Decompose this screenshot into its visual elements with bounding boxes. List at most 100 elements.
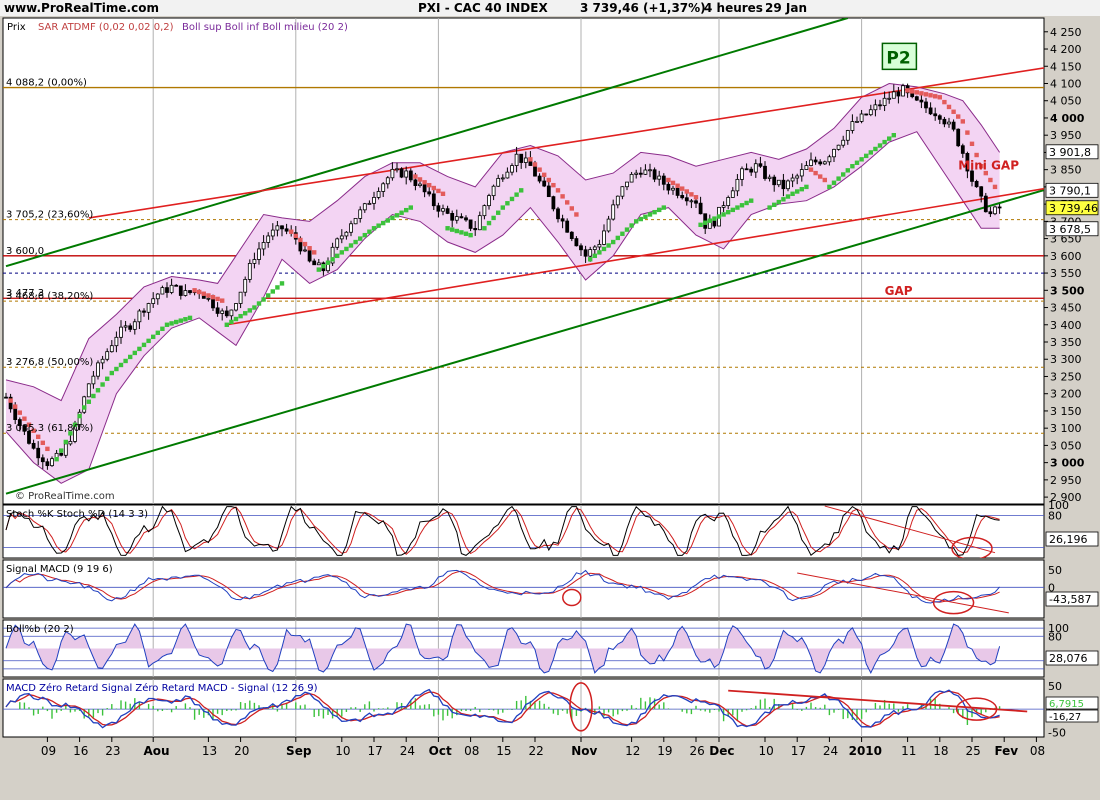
candlestick: [224, 306, 229, 318]
candlestick: [767, 174, 772, 182]
sar-red-dot: [542, 172, 547, 178]
sar-green-dot: [592, 253, 597, 259]
candlestick: [749, 166, 754, 176]
candle-body: [643, 169, 648, 175]
sar-green-dot: [390, 215, 395, 221]
candle-body: [128, 325, 133, 330]
candle-body: [142, 310, 146, 313]
candlestick: [362, 202, 367, 213]
sar-green-dot: [468, 232, 473, 238]
level-label: 4 088,2 (0,00%): [6, 78, 87, 89]
candlestick: [634, 169, 639, 179]
candle-body: [206, 297, 211, 300]
y-tick-label: 4 150: [1050, 60, 1082, 73]
candle-body: [188, 290, 192, 294]
candle-body: [896, 91, 901, 97]
value-badge-text: 3 678,5: [1049, 223, 1091, 236]
stoch-k-line: [5, 505, 1000, 556]
axes-layer: 2 900 2 950 3 000 3 050 3 100 3 150 3 200 3 250…: [41, 26, 1099, 758]
oscillator-title: Boll%b (20 2): [6, 624, 74, 635]
candle-body: [4, 396, 8, 399]
candlestick: [519, 153, 524, 169]
sar-green-dot: [91, 393, 96, 399]
candle-body: [413, 179, 418, 186]
candle-body: [845, 130, 850, 141]
sar-red-dot: [422, 180, 427, 185]
stoch-d-line: [5, 506, 1000, 556]
oscillator-title: Signal MACD (9 19 6): [6, 564, 113, 575]
candle-body: [31, 442, 36, 449]
candle-body: [510, 165, 514, 173]
y-tick-label: 2 900: [1050, 491, 1082, 504]
candle-body: [790, 177, 795, 182]
x-tick-label: 24: [823, 744, 838, 758]
candlestick: [845, 129, 850, 145]
oscillator-y-label: 0: [1048, 581, 1055, 594]
candlestick: [891, 84, 896, 99]
candle-body: [560, 218, 565, 222]
sar-green-dot: [450, 227, 455, 232]
site-name[interactable]: www.ProRealTime.com: [4, 1, 159, 15]
sar-green-dot: [128, 354, 133, 360]
candle-body: [786, 180, 790, 190]
sar-red-dot: [560, 194, 565, 199]
sar-red-dot: [675, 183, 680, 188]
candlestick: [473, 221, 478, 236]
candlestick: [652, 167, 657, 183]
candle-body: [574, 238, 579, 247]
y-tick-label: 3 050: [1050, 439, 1082, 452]
sar-red-dot: [951, 109, 956, 114]
sar-green-dot: [652, 209, 657, 215]
candlestick: [431, 189, 436, 211]
candle-body: [238, 291, 243, 304]
sar-red-dot: [431, 185, 436, 191]
sar-red-dot: [17, 410, 22, 415]
candlestick: [68, 434, 73, 446]
candle-body: [928, 107, 933, 115]
highlight-circle: [562, 588, 582, 607]
candlestick: [119, 320, 123, 344]
candle-body: [799, 169, 804, 177]
candle-body: [427, 191, 432, 195]
candlestick: [330, 242, 335, 267]
sar-green-dot: [643, 214, 648, 219]
candlestick: [565, 218, 570, 233]
sar-green-dot: [496, 210, 501, 215]
sar-green-dot: [509, 196, 515, 202]
highlight-circle: [932, 590, 975, 615]
sar-green-dot: [178, 318, 183, 323]
oscillator-value-text: 26,196: [1049, 533, 1088, 546]
highlight-circle: [955, 697, 998, 721]
bollinger-band-area: [6, 83, 1000, 484]
candle-body: [873, 104, 878, 111]
candle-body: [997, 206, 1002, 209]
candle-body: [868, 109, 873, 116]
sar-green-dot: [105, 376, 110, 381]
sar-green-dot: [137, 346, 142, 352]
value-badge-text: 3 790,1: [1049, 184, 1091, 197]
sar-green-dot: [100, 382, 105, 387]
candle-body: [63, 443, 68, 456]
candle-body: [505, 171, 510, 179]
highlight-circle: [569, 682, 593, 732]
candlestick: [560, 214, 565, 229]
sar-green-dot: [367, 229, 372, 234]
highlight-circle: [951, 536, 993, 558]
candlestick: [464, 215, 468, 222]
sar-green-dot: [82, 405, 87, 410]
oscillator-trendline: [824, 505, 996, 554]
x-tick-label: 11: [901, 744, 916, 758]
candlestick: [505, 167, 510, 179]
x-tick-label: 17: [791, 744, 806, 758]
level-label: 3 477,3: [6, 288, 44, 299]
candle-body: [404, 170, 409, 178]
candle-body: [735, 178, 740, 192]
sar-green-dot: [873, 146, 878, 152]
sar-green-dot: [95, 388, 101, 393]
candle-body: [772, 176, 777, 186]
candlestick: [933, 107, 938, 121]
candle-body: [367, 202, 372, 205]
candlestick: [510, 163, 514, 176]
sar-red-dot: [413, 174, 418, 179]
